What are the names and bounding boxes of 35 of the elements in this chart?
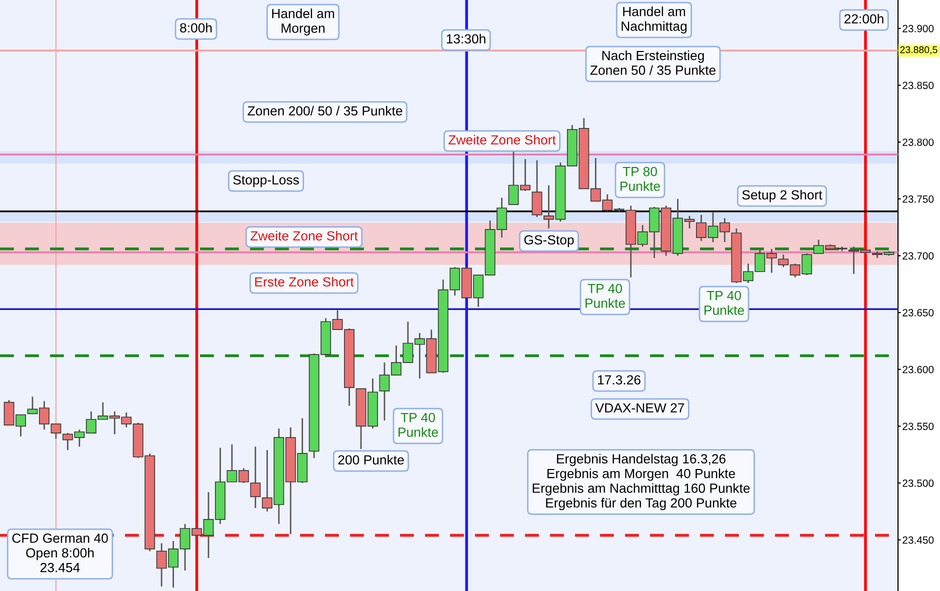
annotation: TP 80 Punkte bbox=[620, 166, 660, 191]
y-tick-label: 23.550 bbox=[902, 422, 934, 430]
annotation: Handel am Morgen bbox=[272, 8, 334, 36]
annotation: 200 Punkte bbox=[338, 454, 404, 465]
annotation: 13:30h bbox=[446, 34, 486, 44]
annotation: Zonen 200/ 50 / 35 Punkte bbox=[248, 106, 402, 116]
y-tick-label: 23.700 bbox=[902, 252, 934, 260]
annotation: Stopp-Loss bbox=[233, 175, 299, 188]
annotation: TP 40 Punkte bbox=[704, 290, 744, 315]
ref-line-label: 23.880,5 bbox=[900, 46, 938, 54]
annotation: Zweite Zone Short bbox=[250, 230, 358, 241]
annotation: Nach Ersteinstieg Zonen 50 / 35 Punkte bbox=[590, 50, 716, 75]
y-tick-label: 23.800 bbox=[902, 138, 934, 146]
annotation: 22:00h bbox=[844, 14, 884, 24]
candlestick bbox=[532, 160, 542, 218]
annotation: Setup 2 Short bbox=[742, 190, 822, 202]
annotation: Ergebnis Handelstag 16.3,26 Ergebnis am Morgen 40 Punkte Ergebnis am Nachmitttag 160 Punkte Ergebnis für den Tag 200 Punkte bbox=[532, 454, 750, 510]
candlestick bbox=[250, 446, 261, 509]
annotation: TP 40 Punkte bbox=[398, 412, 438, 437]
y-tick-label: 23.850 bbox=[902, 82, 934, 90]
annotation: 8:00h bbox=[180, 22, 212, 33]
y-tick-label: 23.750 bbox=[902, 195, 934, 203]
y-tick-label: 23.650 bbox=[902, 309, 934, 316]
annotation: VDAX-NEW 27 bbox=[595, 403, 684, 412]
y-tick-label: 23.500 bbox=[902, 480, 934, 487]
annotation: TP 40 Punkte bbox=[586, 284, 625, 308]
annotation: Handel am Nachmittag bbox=[622, 6, 687, 34]
annotation: 17.3.26 bbox=[598, 375, 640, 385]
annotation: Zweite Zone Short bbox=[448, 134, 556, 145]
annotation: Erste Zone Short bbox=[255, 276, 354, 287]
annotation: CFD German 40 Open 8:00h 23.454 bbox=[12, 534, 108, 572]
annotation: GS-Stop bbox=[524, 235, 574, 248]
y-tick-label: 23.900 bbox=[902, 24, 934, 32]
y-tick-label: 23.450 bbox=[902, 536, 934, 544]
y-tick-label: 23.600 bbox=[902, 366, 934, 374]
